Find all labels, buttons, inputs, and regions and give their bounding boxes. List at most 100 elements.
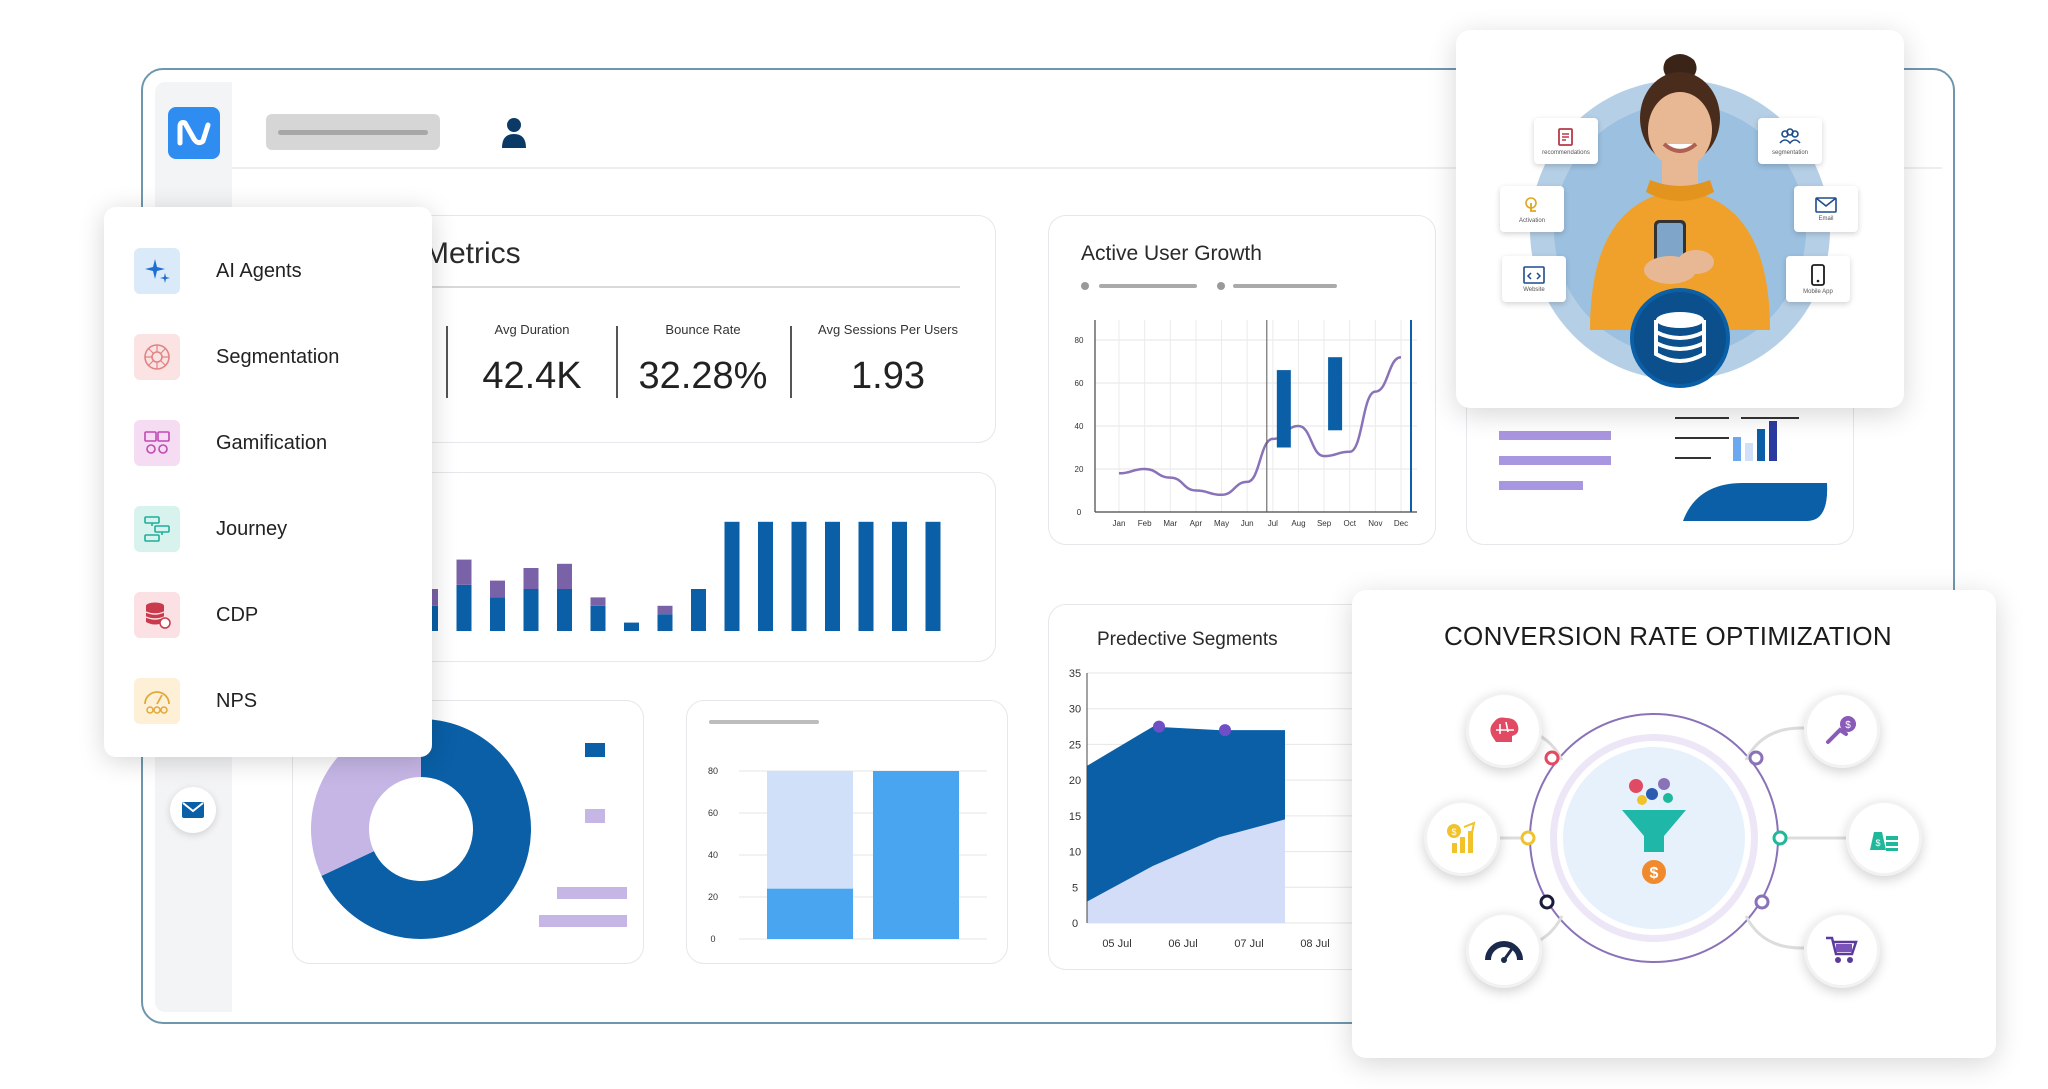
legend-bar <box>1233 284 1337 288</box>
active-user-growth-chart: 80 60 40 20 0 Jan Feb Mar Apr May Jun Jul Aug Sep Oct N… <box>1075 320 1417 528</box>
summary-line <box>1499 456 1611 465</box>
y-tick-label: 25 <box>1069 739 1081 751</box>
bar <box>557 563 572 589</box>
menu-item-gamification[interactable]: Gamification <box>134 419 327 467</box>
tag-email: Email <box>1794 186 1858 232</box>
cro-diagram: $ <box>1448 713 1860 963</box>
menu-label: Gamification <box>216 431 328 454</box>
menu-item-cdp[interactable]: CDP <box>134 591 258 639</box>
bar <box>557 589 572 631</box>
bar <box>523 568 539 589</box>
menu-item-journey[interactable]: Journey <box>134 505 287 553</box>
bar <box>767 888 853 939</box>
mini-bar <box>1769 421 1777 461</box>
app-logo[interactable] <box>168 107 220 159</box>
summary-line <box>1499 431 1611 440</box>
menu-icon-box <box>134 334 180 380</box>
gamification-icon <box>144 431 170 454</box>
bar <box>791 521 807 631</box>
tag-label: segmentation <box>1771 149 1809 156</box>
metric-label: Avg Duration <box>494 322 570 337</box>
menu-label: Journey <box>216 517 288 540</box>
x-tick-label: Feb <box>1138 519 1152 528</box>
x-tick-label: Dec <box>1394 519 1408 528</box>
search-input[interactable] <box>266 114 440 150</box>
cro-title: CONVERSION RATE OPTIMIZATION <box>1443 621 1892 651</box>
legend-placeholder <box>709 720 819 724</box>
menu-icon-box <box>134 248 180 294</box>
metric-separator <box>790 326 792 398</box>
cro-node-growth-chart: $ <box>1424 800 1500 876</box>
y-tick-label: 60 <box>708 808 718 818</box>
x-tick-label: 07 Jul <box>1234 938 1263 950</box>
bar <box>767 771 853 889</box>
y-tick-label: 10 <box>1069 847 1081 859</box>
bar <box>523 589 539 631</box>
tag-label: Website <box>1523 286 1545 293</box>
cro-node-money-bag: $ <box>1846 800 1922 876</box>
x-tick-label: Apr <box>1190 519 1203 528</box>
bar <box>590 605 606 631</box>
users-icon <box>1779 127 1801 144</box>
metric-avg-duration: Avg Duration 42.4K <box>462 322 602 398</box>
metric-separator <box>446 326 448 398</box>
pie-slice <box>311 719 421 876</box>
predictive-segments-chart: 35 30 25 20 15 10 5 0 05 Jul 06 Jul 07 Jul 08 Jul <box>1069 668 1353 950</box>
metrics-card <box>340 215 996 443</box>
svg-text:$: $ <box>1451 827 1456 837</box>
x-tick-label: Oct <box>1344 519 1357 528</box>
legend-dot <box>1217 282 1225 290</box>
user-icon[interactable] <box>500 116 528 148</box>
y-tick-label: 20 <box>1069 775 1081 787</box>
feature-menu: AI Agents Segmentation Gamification Jour… <box>104 207 432 757</box>
bar <box>825 521 840 631</box>
y-tick-label: 40 <box>708 850 718 860</box>
bar-chart-card <box>340 472 996 662</box>
tag-recommendations: recommendations <box>1534 118 1598 164</box>
funnel-icon: $ <box>1622 778 1686 884</box>
mail-button[interactable] <box>170 787 216 833</box>
y-tick-label: 60 <box>1075 379 1084 388</box>
cart-icon <box>1826 936 1858 963</box>
x-tick-label: 05 Jul <box>1102 938 1131 950</box>
stacked-bar-chart: 80 60 40 20 0 <box>708 766 987 944</box>
metrics-title: Metrics <box>424 237 521 270</box>
document-icon <box>1558 127 1573 146</box>
x-tick-label: Jul <box>1268 519 1278 528</box>
touch-icon <box>1525 196 1537 212</box>
predictive-segments-title: Predective Segments <box>1097 629 1278 650</box>
svg-text:$: $ <box>1875 838 1880 848</box>
segmentation-icon <box>144 344 170 370</box>
y-tick-label: 80 <box>1075 336 1084 345</box>
legend-swatch <box>585 743 605 757</box>
menu-item-segmentation[interactable]: Segmentation <box>134 333 339 381</box>
bar <box>624 622 639 631</box>
cro-node-speedometer <box>1466 912 1542 988</box>
hero-illustration <box>1530 54 1830 388</box>
menu-icon-box <box>134 506 180 552</box>
y-tick-label: 15 <box>1069 811 1081 823</box>
mini-area <box>1683 483 1828 521</box>
bar <box>657 605 673 615</box>
metric-avg-sessions: Avg Sessions Per Users 1.93 <box>806 322 970 398</box>
summary-line <box>1675 437 1729 439</box>
y-tick-label: 0 <box>1072 918 1078 930</box>
y-tick-label: 20 <box>708 892 718 902</box>
database-icon <box>145 602 171 629</box>
menu-item-ai-agents[interactable]: AI Agents <box>134 247 302 295</box>
active-user-growth-card: Active User Growth 80 60 40 20 0 Jan Feb Mar Apr… <box>1048 215 1436 545</box>
bar <box>657 614 673 631</box>
menu-icon-box <box>134 592 180 638</box>
menu-item-nps[interactable]: NPS <box>134 677 257 725</box>
data-point <box>1153 720 1165 733</box>
mini-bar <box>1757 429 1765 461</box>
active-user-growth-title: Active User Growth <box>1081 242 1262 265</box>
legend-swatch <box>585 809 605 823</box>
bar <box>590 597 606 606</box>
bar <box>456 584 472 631</box>
pie-slice <box>321 719 531 939</box>
bar <box>925 521 941 631</box>
speedometer-icon <box>1485 941 1523 963</box>
x-tick-label: May <box>1214 519 1229 528</box>
summary-line <box>1675 457 1711 459</box>
